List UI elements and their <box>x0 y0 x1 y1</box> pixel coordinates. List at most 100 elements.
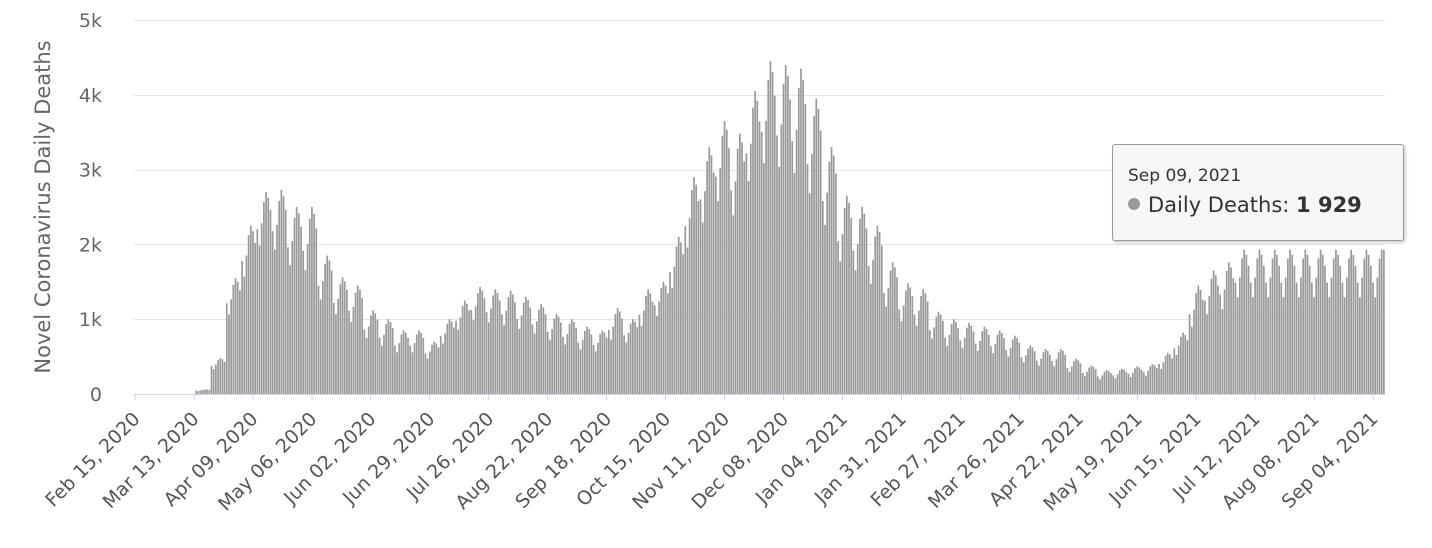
bar[interactable] <box>450 321 453 394</box>
bar[interactable] <box>804 104 807 394</box>
bar[interactable] <box>1029 345 1032 394</box>
bar[interactable] <box>1166 352 1169 394</box>
bar[interactable] <box>1341 282 1344 394</box>
bar[interactable] <box>610 339 612 394</box>
bar[interactable] <box>1031 347 1034 394</box>
bar[interactable] <box>1000 332 1003 394</box>
bar[interactable] <box>675 246 678 394</box>
bar[interactable] <box>1147 370 1149 394</box>
bar[interactable] <box>260 223 263 394</box>
bar[interactable] <box>743 161 746 394</box>
bar[interactable] <box>974 343 977 394</box>
bar[interactable] <box>546 331 549 394</box>
bar[interactable] <box>1383 249 1385 394</box>
bar[interactable] <box>848 202 850 394</box>
bar[interactable] <box>1003 338 1005 394</box>
bar[interactable] <box>383 334 385 394</box>
bar[interactable] <box>1145 375 1147 394</box>
bar[interactable] <box>815 98 818 394</box>
bar[interactable] <box>219 358 222 394</box>
bar[interactable] <box>1107 371 1110 394</box>
bar[interactable] <box>721 135 724 395</box>
bar[interactable] <box>608 329 610 394</box>
bar[interactable] <box>1134 368 1136 394</box>
bar[interactable] <box>688 218 691 394</box>
bar[interactable] <box>503 324 505 394</box>
bar[interactable] <box>1151 364 1154 394</box>
bar[interactable] <box>714 176 717 394</box>
bar[interactable] <box>671 287 674 394</box>
bar[interactable] <box>861 207 863 394</box>
bar[interactable] <box>1040 358 1042 394</box>
bar[interactable] <box>1123 369 1125 394</box>
bar[interactable] <box>741 142 743 394</box>
bar[interactable] <box>784 64 787 394</box>
bar[interactable] <box>1014 335 1016 394</box>
bar[interactable] <box>435 343 438 394</box>
bar[interactable] <box>728 148 730 394</box>
bar[interactable] <box>254 242 257 394</box>
bar[interactable] <box>612 326 615 394</box>
bar[interactable] <box>1363 258 1366 395</box>
bar[interactable] <box>553 318 556 394</box>
bar[interactable] <box>872 259 874 394</box>
bar[interactable] <box>1138 367 1141 394</box>
bar[interactable] <box>1033 351 1036 394</box>
bar[interactable] <box>1317 258 1320 395</box>
bar[interactable] <box>568 323 571 394</box>
bar[interactable] <box>1282 297 1285 394</box>
bar[interactable] <box>791 140 794 394</box>
bar[interactable] <box>749 143 752 394</box>
bar[interactable] <box>583 330 586 394</box>
bar[interactable] <box>656 315 658 394</box>
bar[interactable] <box>1267 297 1270 394</box>
bar[interactable] <box>907 283 909 394</box>
bar[interactable] <box>1136 366 1139 394</box>
bar[interactable] <box>944 337 946 394</box>
bar[interactable] <box>1367 254 1370 394</box>
bar[interactable] <box>498 300 501 394</box>
bar[interactable] <box>1083 376 1086 394</box>
bar[interactable] <box>223 361 226 394</box>
bar[interactable] <box>577 342 580 395</box>
bar[interactable] <box>1238 277 1241 394</box>
bar[interactable] <box>638 314 641 394</box>
bar[interactable] <box>979 340 981 394</box>
bar[interactable] <box>1105 370 1108 394</box>
bar[interactable] <box>771 72 774 394</box>
bar[interactable] <box>684 225 687 394</box>
bar[interactable] <box>455 320 457 394</box>
bar[interactable] <box>690 190 693 394</box>
bar[interactable] <box>485 312 488 394</box>
bar[interactable] <box>972 331 975 395</box>
bar[interactable] <box>304 270 307 394</box>
bar[interactable] <box>970 325 973 394</box>
bar[interactable] <box>300 226 302 394</box>
bar[interactable] <box>540 304 543 394</box>
bar[interactable] <box>573 321 575 394</box>
bar[interactable] <box>640 325 643 394</box>
bar[interactable] <box>402 330 405 394</box>
bar[interactable] <box>199 390 202 394</box>
bar[interactable] <box>645 296 647 394</box>
bar[interactable] <box>1271 258 1274 395</box>
bar[interactable] <box>996 334 999 394</box>
bar[interactable] <box>479 287 481 394</box>
bar[interactable] <box>1339 265 1342 394</box>
bar[interactable] <box>1116 374 1119 394</box>
bar[interactable] <box>1252 297 1254 394</box>
bar[interactable] <box>271 231 274 394</box>
bar[interactable] <box>1234 282 1237 394</box>
bar[interactable] <box>701 222 704 394</box>
bar[interactable] <box>867 266 870 394</box>
bar[interactable] <box>723 120 726 394</box>
bar[interactable] <box>1330 277 1333 394</box>
bar[interactable] <box>896 277 898 394</box>
bar[interactable] <box>551 329 553 394</box>
bar[interactable] <box>931 338 933 394</box>
bar[interactable] <box>1075 358 1077 394</box>
bar[interactable] <box>217 360 219 394</box>
bar[interactable] <box>1260 254 1263 394</box>
bar[interactable] <box>444 333 446 394</box>
bar[interactable] <box>795 129 798 395</box>
